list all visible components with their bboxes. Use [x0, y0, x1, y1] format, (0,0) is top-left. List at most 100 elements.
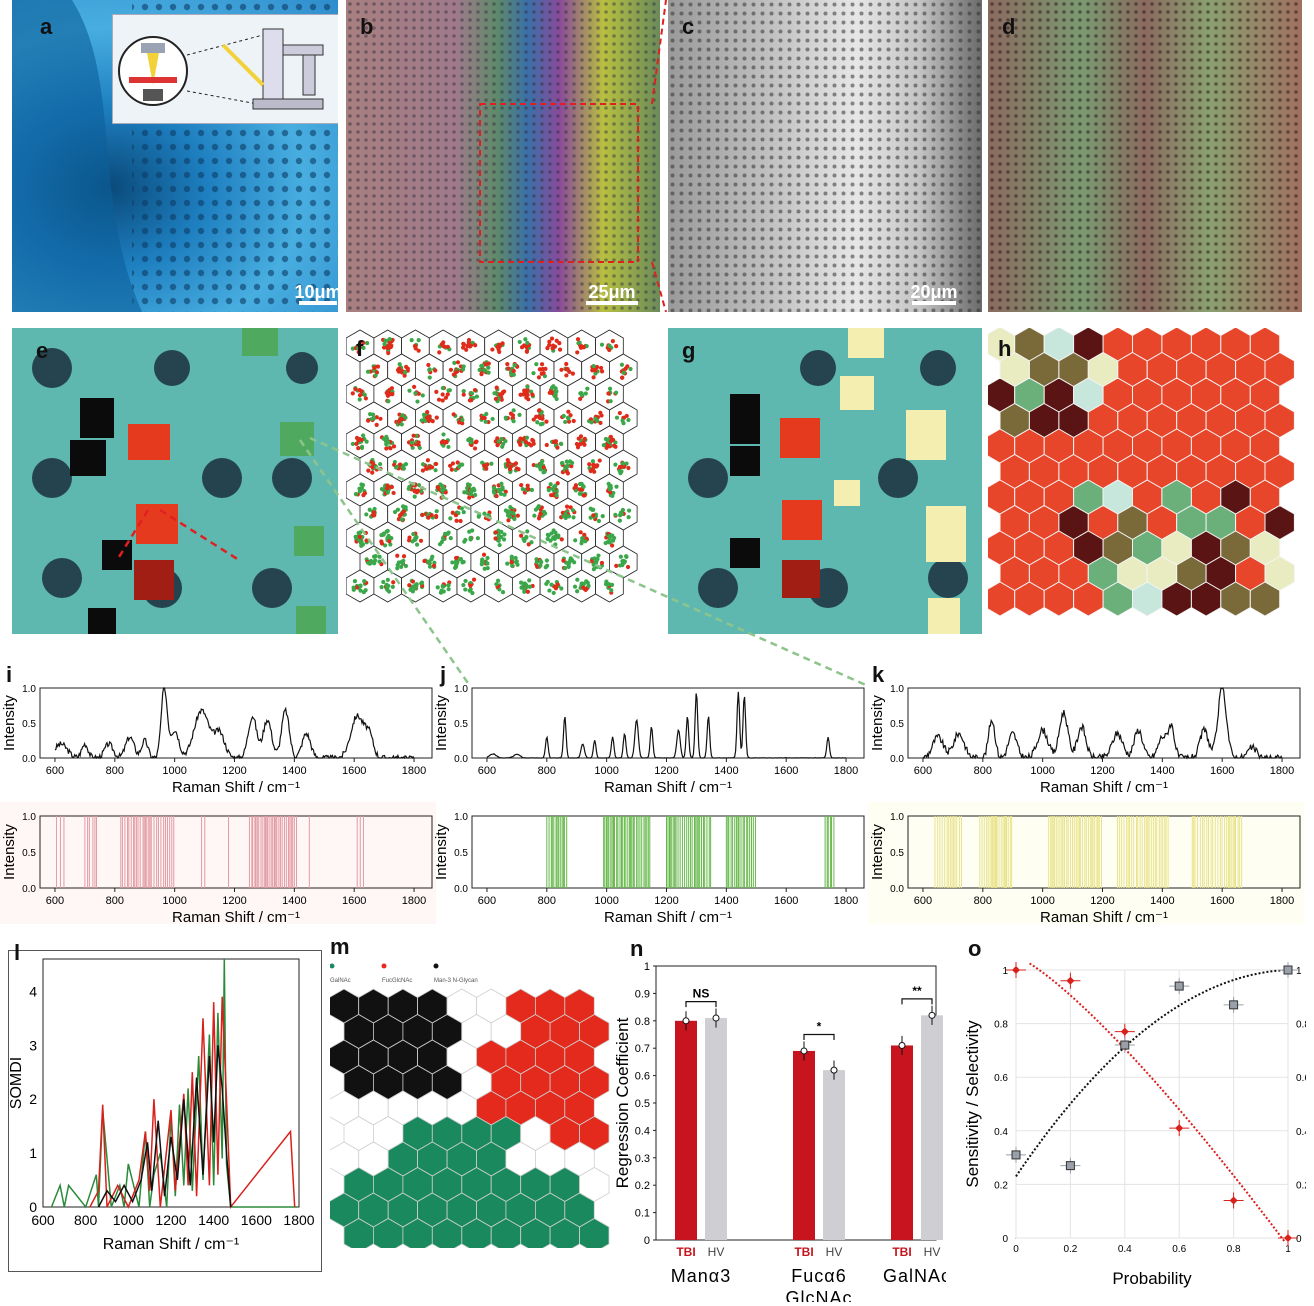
som-hex-dot: [440, 495, 446, 500]
x-tick-label: 1400: [198, 1212, 229, 1228]
plot-frame: [39, 815, 433, 889]
y-tick-label: 0.5: [454, 848, 468, 859]
som-hex-dot: [399, 422, 404, 427]
som-hex-dot: [411, 531, 416, 537]
y-right-tick-label: 1: [1296, 966, 1302, 977]
som-hex-dot: [446, 388, 451, 393]
data-point: [712, 1014, 720, 1022]
y-tick-label: 1: [644, 961, 650, 973]
som-hex-dot: [385, 439, 390, 445]
som-hex-dot: [353, 492, 358, 497]
som-hex-dot: [591, 375, 596, 380]
data-point-diamond: [1175, 1124, 1184, 1133]
som-hex-dot: [555, 582, 560, 587]
som-hex-dot: [538, 563, 543, 568]
som-hex-dot: [498, 488, 503, 493]
bar-hv: [921, 1015, 943, 1240]
som-hex-dot: [443, 395, 449, 400]
som-hex-dot: [448, 536, 453, 541]
som-hex-dot: [568, 558, 573, 563]
panel-a-label: a: [40, 14, 53, 39]
som-hex-dot: [461, 341, 466, 346]
som-hex-dot: [612, 535, 617, 541]
som-hex-dot: [461, 389, 466, 394]
som-hex-dot: [496, 347, 501, 352]
som-hex-dot: [426, 418, 431, 424]
som-hex-dot: [598, 420, 603, 425]
som-hex-dot: [543, 565, 548, 570]
som-hex-dot: [368, 412, 373, 417]
som-hex-dot: [419, 581, 424, 586]
som-hex-dot: [537, 414, 542, 419]
som-hex-dot: [385, 577, 390, 582]
y-tick-label: 0.7: [635, 1043, 650, 1055]
som-hex-dot: [352, 579, 358, 584]
som-hex-dot: [575, 589, 580, 594]
som-hex-dot: [538, 558, 543, 564]
som-hex-dot: [464, 347, 469, 352]
bar-tbi: [891, 1045, 913, 1240]
panel-a-scale-text: 10μm: [294, 282, 338, 302]
som-hex-dot: [617, 563, 623, 568]
som-hex-dot: [564, 367, 569, 372]
x-tick-label: 800: [106, 895, 124, 907]
som-hex-dot: [518, 392, 523, 397]
som-hex-dot: [559, 367, 564, 372]
som-hex-dot: [523, 337, 528, 342]
spectrum-line: [922, 687, 1283, 760]
som-hex-dot: [467, 482, 472, 488]
som-hex-dot: [524, 435, 530, 440]
panel-d-label: d: [1002, 14, 1016, 39]
som-hex-dot: [350, 346, 355, 351]
som-hex-dot: [531, 417, 536, 422]
som-hex-dot: [441, 432, 446, 437]
x-tick-label: 1200: [155, 1212, 186, 1228]
som-hex-dot: [420, 468, 426, 473]
som-hex-dot: [500, 590, 506, 595]
category-label: GalNAc: [883, 1266, 946, 1286]
som-hex-dot: [374, 422, 379, 428]
panel-b-texture: [346, 0, 660, 312]
som-hex-dot: [482, 463, 487, 468]
y-tick-label: 0.4: [994, 1127, 1008, 1138]
som-hex-dot: [620, 507, 626, 513]
som-hex-dot: [375, 364, 381, 369]
y-right-tick-label: 0.8: [1296, 1020, 1306, 1031]
data-point-square: [1120, 1040, 1130, 1050]
bar-hv: [823, 1070, 845, 1240]
som-hex-dot: [459, 506, 464, 511]
som-hex-dot: [454, 564, 459, 569]
som-hex-dot: [621, 370, 626, 375]
som-hex-dot: [506, 366, 511, 371]
y-axis-label: Intensity: [869, 695, 886, 751]
som-hex-dot: [448, 463, 453, 468]
category-label: Manα3: [671, 1266, 731, 1286]
som-hex-dot: [619, 362, 625, 367]
som-hex-dot: [578, 434, 584, 439]
data-point-square: [1065, 1161, 1075, 1171]
som-hex-dot: [523, 582, 529, 587]
som-hex-dot: [491, 485, 497, 490]
som-hex-dot: [472, 387, 478, 393]
som-hex-dot: [357, 397, 362, 402]
x-tick-label: 800: [106, 765, 124, 777]
som-hex-dot: [363, 396, 368, 401]
som-hex-dot: [529, 540, 534, 545]
som-hex-dot: [519, 533, 524, 538]
data-point-diamond: [1012, 966, 1020, 974]
som-hex-dot: [441, 536, 446, 541]
som-hex-dot: [448, 367, 454, 372]
som-hex-dot: [451, 372, 456, 377]
som-hex-dot: [531, 371, 536, 376]
som-hex-dot: [372, 365, 377, 371]
panel-a-scalebar: 10μm: [290, 282, 338, 305]
som-hex-dot: [391, 444, 397, 449]
x-tick-label: 0.8: [1227, 1244, 1241, 1255]
som-hex-dot: [435, 485, 440, 490]
som-hex-dot: [613, 444, 618, 449]
som-hex-dot: [367, 507, 372, 512]
som-hex-dot: [366, 468, 371, 473]
som-hex-dot: [518, 436, 523, 441]
som-hex-dot: [522, 589, 527, 594]
som-hex-dot: [396, 369, 402, 374]
